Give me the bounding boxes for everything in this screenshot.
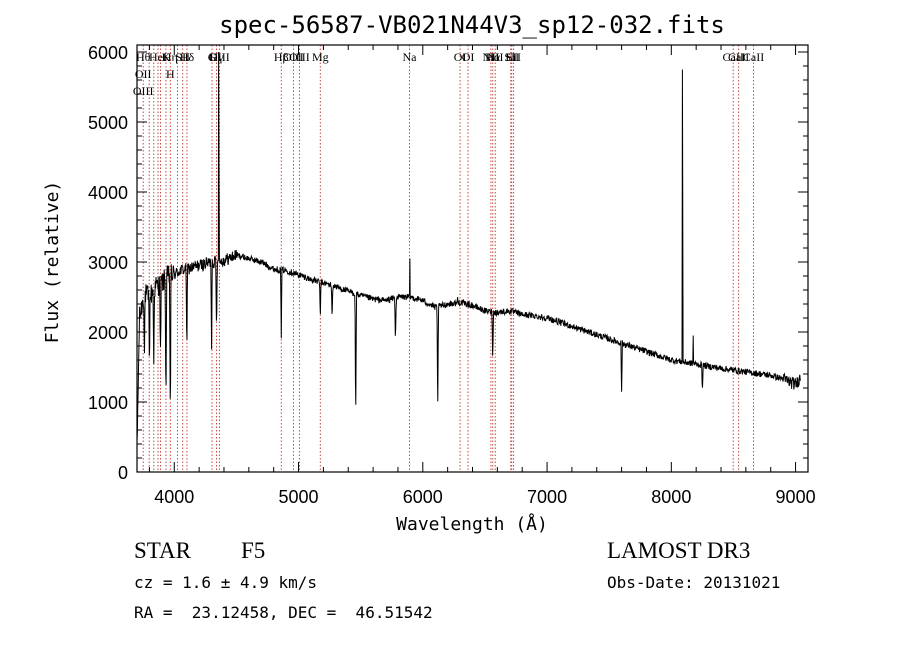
x-axis-label: Wavelength (Å): [396, 513, 548, 535]
line-marker-label: OIII: [289, 50, 310, 64]
y-tick-label: 6000: [88, 43, 128, 63]
line-marker-label: Hδ: [180, 50, 195, 64]
line-marker-label: Mg: [312, 50, 329, 64]
x-tick-label: 4000: [154, 487, 194, 507]
survey-name: LAMOST DR3: [607, 538, 751, 563]
line-marker-label: Hβ: [274, 50, 289, 64]
line-marker-label: Li: [505, 50, 516, 64]
chart-title: spec-56587-VB021N44V3_sp12-032.fits: [219, 11, 725, 39]
line-markers: [142, 45, 755, 472]
y-tick-label: 4000: [88, 183, 128, 203]
line-marker-label: CaII: [728, 50, 749, 64]
observation-date: Obs-Date: 20131021: [607, 573, 781, 592]
line-marker-label: OIII: [133, 84, 154, 98]
axis-tick-labels: 4000 5000 6000 7000 8000 9000 0 1000 2000 3000 400…: [88, 43, 816, 507]
y-tick-label: 3000: [88, 253, 128, 273]
y-tick-label: 0: [118, 463, 128, 483]
line-marker-label: Hγ: [210, 50, 225, 64]
line-marker-label: Hθ: [136, 50, 151, 64]
spectrum-line: [136, 51, 801, 442]
line-marker-label: Hα: [485, 50, 501, 64]
y-axis-label: Flux (relative): [42, 181, 63, 344]
line-marker-label: NII: [487, 50, 504, 64]
x-tick-label: 8000: [651, 487, 691, 507]
line-marker-label: CaII: [723, 50, 744, 64]
line-marker-label: OI: [462, 50, 475, 64]
line-marker-label: OIII: [209, 50, 230, 64]
line-marker-label: OII: [135, 67, 152, 81]
x-tick-label: 6000: [403, 487, 443, 507]
object-class: STAR: [134, 538, 191, 563]
line-marker-label: OI: [454, 50, 467, 64]
y-tick-label: 2000: [88, 323, 128, 343]
x-tick-label: 7000: [527, 487, 567, 507]
line-marker-label: Na: [403, 50, 418, 64]
line-marker-label: HeI: [149, 50, 167, 64]
line-marker-label: CaII: [743, 50, 764, 64]
line-marker-label: G: [208, 50, 217, 64]
line-marker-label: SII: [504, 50, 519, 64]
coordinates: RA = 23.12458, DEC = 46.51542: [134, 603, 433, 622]
line-marker-label: K: [162, 50, 171, 64]
line-marker-label: SII: [175, 50, 190, 64]
line-marker-label: H: [166, 67, 175, 81]
line-marker-label: NII: [483, 50, 500, 64]
redshift-cz: cz = 1.6 ± 4.9 km/s: [134, 573, 318, 592]
plot-frame: [136, 44, 809, 473]
axis-ticks: [137, 45, 808, 473]
object-subclass: F5: [241, 538, 266, 563]
x-tick-label: 5000: [279, 487, 319, 507]
y-tick-label: 5000: [88, 113, 128, 133]
line-marker-label: SII: [506, 50, 521, 64]
x-tick-label: 9000: [776, 487, 816, 507]
y-tick-label: 1000: [88, 393, 128, 413]
